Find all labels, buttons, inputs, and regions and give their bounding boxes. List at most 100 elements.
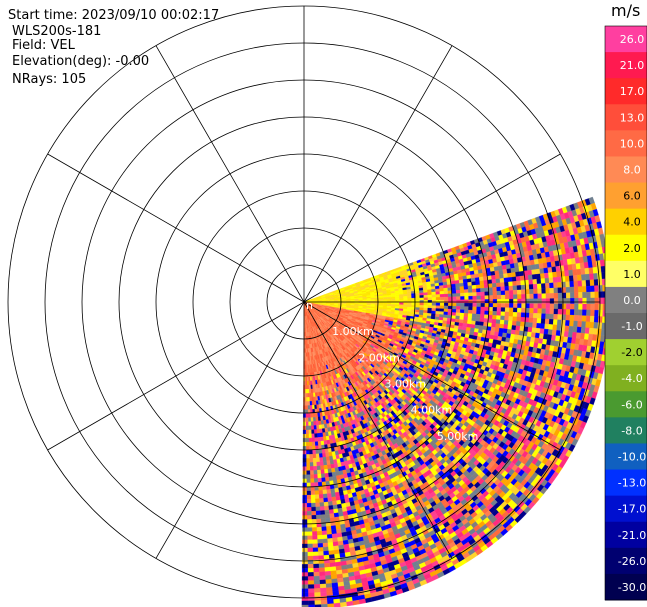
data-gate (507, 277, 513, 283)
data-gate (537, 298, 543, 304)
data-gate (602, 291, 605, 298)
data-gate (435, 305, 441, 309)
data-gate (577, 280, 583, 287)
data-gate (586, 309, 591, 317)
data-gate (459, 316, 465, 321)
data-gate (399, 294, 404, 297)
data-gate (435, 302, 441, 306)
data-gate (366, 299, 372, 302)
data-gate (427, 297, 433, 301)
data-gate (508, 290, 514, 295)
data-gate (602, 297, 605, 305)
data-gate (476, 310, 481, 315)
velocity-data-sector (301, 196, 605, 607)
data-gate (552, 271, 558, 278)
data-gate (480, 291, 485, 296)
data-gate (600, 240, 605, 248)
data-gate (460, 299, 465, 304)
data-gate (443, 287, 449, 292)
data-gate (374, 299, 380, 302)
data-gate (475, 317, 481, 322)
data-gate (506, 268, 512, 274)
data-gate (500, 294, 506, 300)
data-gate (549, 313, 554, 320)
data-gate (480, 295, 486, 300)
data-gate (423, 297, 429, 301)
data-gate (540, 273, 545, 279)
data-gate (586, 291, 591, 299)
data-gate (451, 309, 457, 313)
data-gate (586, 285, 591, 293)
data-gate (456, 302, 461, 307)
data-gate (492, 299, 498, 304)
data-gate (528, 322, 533, 328)
data-gate (508, 311, 514, 317)
data-gate (495, 274, 500, 280)
data-gate (403, 296, 408, 299)
data-gate (451, 290, 457, 294)
data-gate (419, 302, 425, 306)
data-gate (517, 294, 522, 300)
data-gate (484, 295, 490, 300)
data-gate (496, 311, 502, 316)
data-gate (444, 302, 449, 307)
data-gate (491, 322, 497, 328)
data-gate (395, 298, 400, 301)
data-gate (391, 296, 396, 300)
data-gate (500, 290, 506, 296)
data-gate (415, 300, 420, 303)
data-gate (504, 281, 509, 287)
data-gate (594, 285, 599, 293)
data-gate (500, 286, 506, 292)
data-gate (504, 311, 510, 317)
data-gate (553, 287, 559, 294)
data-gate (589, 279, 595, 287)
data-gate (527, 269, 533, 276)
data-gate (476, 288, 481, 293)
data-gate (439, 296, 445, 301)
data-gate (495, 323, 501, 329)
data-gate (565, 281, 571, 288)
data-gate (443, 305, 449, 310)
data-gate (419, 297, 425, 301)
data-gate (581, 321, 587, 328)
data-gate (456, 299, 461, 304)
data-gate (494, 327, 500, 333)
data-gate (459, 282, 464, 287)
data-gate (459, 289, 465, 294)
data-gate (515, 276, 521, 282)
data-gate (435, 311, 440, 315)
data-gate (451, 312, 457, 316)
data-gate (556, 324, 562, 331)
data-gate (415, 297, 420, 301)
data-gate (496, 286, 502, 292)
data-gate (557, 287, 563, 294)
data-gate (467, 313, 473, 318)
data-gate (431, 302, 437, 306)
data-gate (464, 299, 469, 304)
data-gate (573, 320, 579, 328)
data-gate (475, 313, 481, 319)
data-gate (476, 295, 481, 300)
data-gate (582, 303, 587, 311)
data-gate (558, 298, 563, 304)
data-gate (541, 293, 547, 299)
data-gate (527, 326, 533, 333)
data-gate (496, 282, 501, 288)
data-gate (537, 293, 543, 299)
data-gate (598, 285, 603, 292)
data-gate (549, 282, 554, 289)
data-gate (574, 298, 579, 305)
data-gate (553, 308, 559, 315)
data-gate (496, 290, 502, 296)
data-gate (496, 315, 501, 321)
data-gate (496, 307, 502, 312)
data-gate (495, 319, 501, 325)
data-gate (553, 282, 558, 289)
data-gate (527, 274, 533, 281)
data-gate (443, 290, 449, 295)
data-gate (423, 292, 428, 296)
data-gate (500, 311, 506, 317)
data-gate (581, 274, 587, 281)
